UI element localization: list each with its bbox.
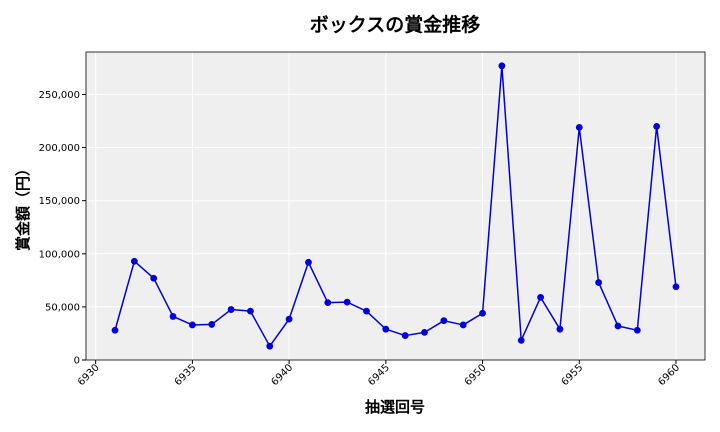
grid bbox=[86, 52, 705, 361]
y-tick-label: 150,000 bbox=[39, 196, 80, 207]
data-point bbox=[537, 293, 544, 301]
data-point bbox=[169, 313, 177, 320]
data-point bbox=[498, 62, 506, 70]
data-point bbox=[305, 258, 312, 266]
data-point bbox=[401, 332, 409, 339]
data-point bbox=[150, 274, 158, 282]
data-point bbox=[382, 325, 390, 333]
y-tick-label: 100,000 bbox=[39, 249, 80, 260]
data-point bbox=[111, 326, 119, 334]
y-tick-label: 200,000 bbox=[39, 143, 80, 154]
data-point bbox=[421, 328, 428, 336]
y-axis-label: 賞金額（円） bbox=[14, 161, 32, 251]
data-point bbox=[517, 336, 525, 344]
data-point bbox=[208, 321, 216, 328]
data-point bbox=[672, 283, 680, 291]
chart-title: ボックスの賞金推移 bbox=[310, 13, 480, 36]
y-tick-label: 0 bbox=[74, 356, 80, 367]
data-point bbox=[324, 299, 332, 307]
data-point bbox=[343, 298, 351, 306]
data-point bbox=[285, 315, 293, 323]
data-point bbox=[227, 306, 235, 313]
data-point bbox=[188, 321, 196, 329]
data-point bbox=[575, 124, 583, 131]
data-point bbox=[614, 322, 622, 330]
data-point bbox=[653, 122, 661, 130]
data-point bbox=[247, 307, 254, 315]
data-point bbox=[556, 325, 564, 333]
y-tick-label: 250,000 bbox=[39, 90, 80, 101]
data-point bbox=[595, 279, 603, 286]
data-point bbox=[440, 317, 448, 325]
plot-frame bbox=[85, 51, 706, 361]
data-point bbox=[459, 321, 467, 329]
y-tick-label: 50,000 bbox=[45, 302, 80, 313]
plot-area bbox=[86, 52, 705, 360]
data-point bbox=[363, 307, 370, 315]
data-point bbox=[266, 342, 274, 350]
data-point bbox=[130, 257, 138, 265]
data-point bbox=[479, 309, 486, 317]
data-point bbox=[633, 326, 641, 334]
x-axis-label: 抽選回号 bbox=[365, 398, 425, 416]
series-layer bbox=[111, 62, 680, 350]
